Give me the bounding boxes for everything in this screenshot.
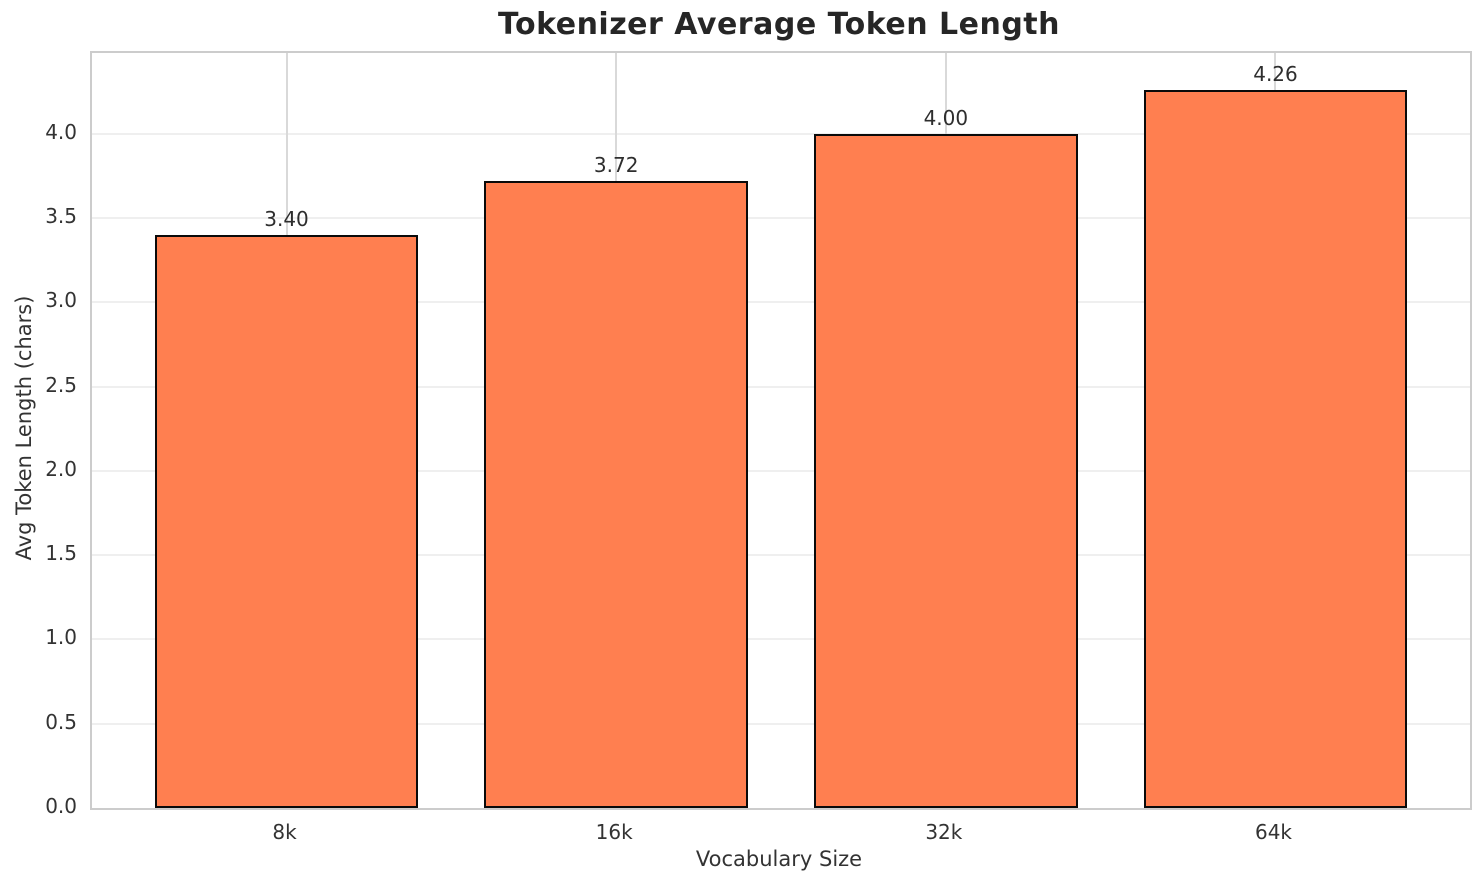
x-tick-label-8k: 8k <box>272 820 297 844</box>
x-tick-label-64k: 64k <box>1254 820 1292 844</box>
bar-8k <box>154 235 419 808</box>
bar-16k <box>484 181 749 808</box>
bar-value-label: 4.26 <box>1253 62 1298 87</box>
chart-title: Tokenizer Average Token Length <box>497 7 1060 42</box>
y-tick-label: 2.0 <box>45 456 77 481</box>
x-tick-label-32k: 32k <box>925 820 963 844</box>
y-tick-label: 2.5 <box>45 372 77 397</box>
horizontal-gridline <box>92 638 1470 641</box>
y-tick-label: 0.0 <box>45 794 77 818</box>
y-tick-label: 1.0 <box>45 625 77 650</box>
bar-value-label: 3.40 <box>264 207 309 232</box>
y-tick-label: 0.5 <box>45 709 77 734</box>
horizontal-gridline <box>92 722 1470 725</box>
plot-area: 3.40 3.72 4.00 4.26 <box>90 51 1472 810</box>
bar-value-label: 4.00 <box>923 105 969 130</box>
y-tick-label: 4.0 <box>45 119 77 144</box>
horizontal-gridline <box>92 217 1470 220</box>
y-tick-label: 1.5 <box>45 541 77 566</box>
bar-32k <box>813 133 1078 808</box>
horizontal-gridline <box>92 469 1470 472</box>
horizontal-gridline <box>92 554 1470 557</box>
bar-value-label: 3.72 <box>593 153 639 178</box>
y-tick-label: 3.5 <box>45 204 77 229</box>
horizontal-gridline <box>92 385 1470 388</box>
x-tick-label-16k: 16k <box>595 820 633 844</box>
horizontal-gridline <box>92 301 1470 304</box>
y-axis-label: Avg Token Length (chars) <box>12 295 36 561</box>
bar-64k <box>1143 90 1408 808</box>
y-tick-label: 3.0 <box>45 288 77 313</box>
horizontal-gridline <box>92 132 1470 135</box>
x-axis-label: Vocabulary Size <box>695 847 863 871</box>
